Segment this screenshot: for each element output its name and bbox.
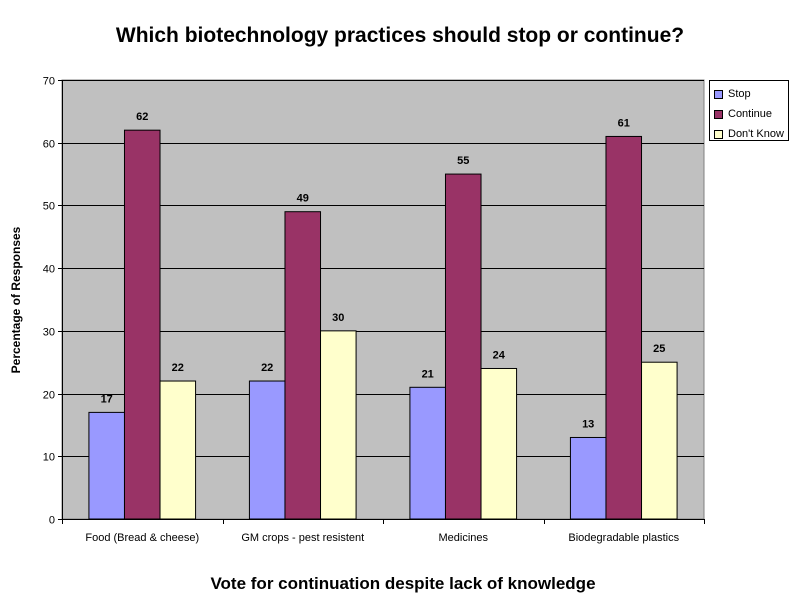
bar-continue-0 [123, 129, 161, 520]
y-tick-label: 60 [43, 139, 55, 151]
data-label: 49 [297, 193, 309, 205]
y-tick-label: 20 [43, 390, 55, 402]
data-label: 55 [457, 155, 469, 167]
legend-label-dont-know: Don't Know [728, 128, 784, 140]
data-label: 24 [493, 349, 506, 361]
bar-stop-3 [569, 436, 607, 520]
bar-stop-1 [248, 380, 286, 520]
data-label: 25 [653, 343, 665, 355]
legend-item-stop: Stop [714, 84, 788, 104]
bar-continue-3 [605, 135, 643, 520]
legend-swatch-stop [714, 89, 723, 99]
data-label: 22 [172, 362, 184, 374]
x-tick-label: GM crops - pest resistent [241, 532, 364, 544]
bar-don-t-know-1 [320, 330, 357, 520]
data-label: 62 [136, 111, 148, 123]
chart-title: Which biotechnology practices should sto… [115, 24, 685, 47]
legend-label-stop: Stop [728, 88, 751, 100]
bar-continue-1 [284, 211, 322, 520]
legend-item-continue: Continue [714, 104, 788, 124]
legend-swatch-dont-know [714, 129, 723, 139]
x-tick-label: Biodegradable plastics [568, 532, 679, 544]
legend: Stop Continue Don't Know [709, 80, 789, 141]
bar-continue-2 [444, 173, 482, 520]
legend-label-continue: Continue [728, 108, 773, 120]
bar-don-t-know-0 [159, 380, 197, 520]
y-axis-label: Percentage of Responses [9, 226, 23, 374]
data-label: 21 [422, 368, 434, 380]
y-tick-label: 50 [43, 201, 55, 213]
y-tick-label: 30 [43, 327, 55, 339]
x-axis-label: Vote for continuation despite lack of kn… [210, 574, 596, 593]
bar-don-t-know-2 [480, 367, 518, 520]
bar-stop-0 [88, 411, 125, 520]
y-tick-label: 70 [43, 76, 55, 88]
x-tick-label: Medicines [438, 532, 488, 544]
data-label: 17 [101, 393, 113, 405]
legend-swatch-continue [714, 109, 723, 119]
bar-don-t-know-3 [641, 361, 678, 520]
x-tick-label: Food (Bread & cheese) [85, 532, 199, 544]
y-tick-label: 10 [43, 452, 55, 464]
y-tick-label: 40 [43, 264, 55, 276]
data-label: 13 [582, 418, 594, 430]
y-tick-label: 0 [49, 515, 55, 527]
data-label: 22 [261, 362, 273, 374]
data-label: 30 [332, 312, 344, 324]
legend-item-dont-know: Don't Know [714, 124, 788, 144]
data-label: 61 [618, 117, 630, 129]
bar-stop-2 [409, 386, 446, 520]
